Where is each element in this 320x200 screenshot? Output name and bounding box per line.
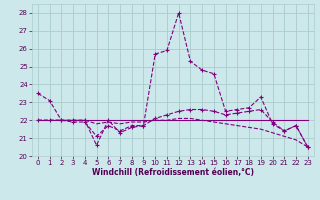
X-axis label: Windchill (Refroidissement éolien,°C): Windchill (Refroidissement éolien,°C) — [92, 168, 254, 177]
